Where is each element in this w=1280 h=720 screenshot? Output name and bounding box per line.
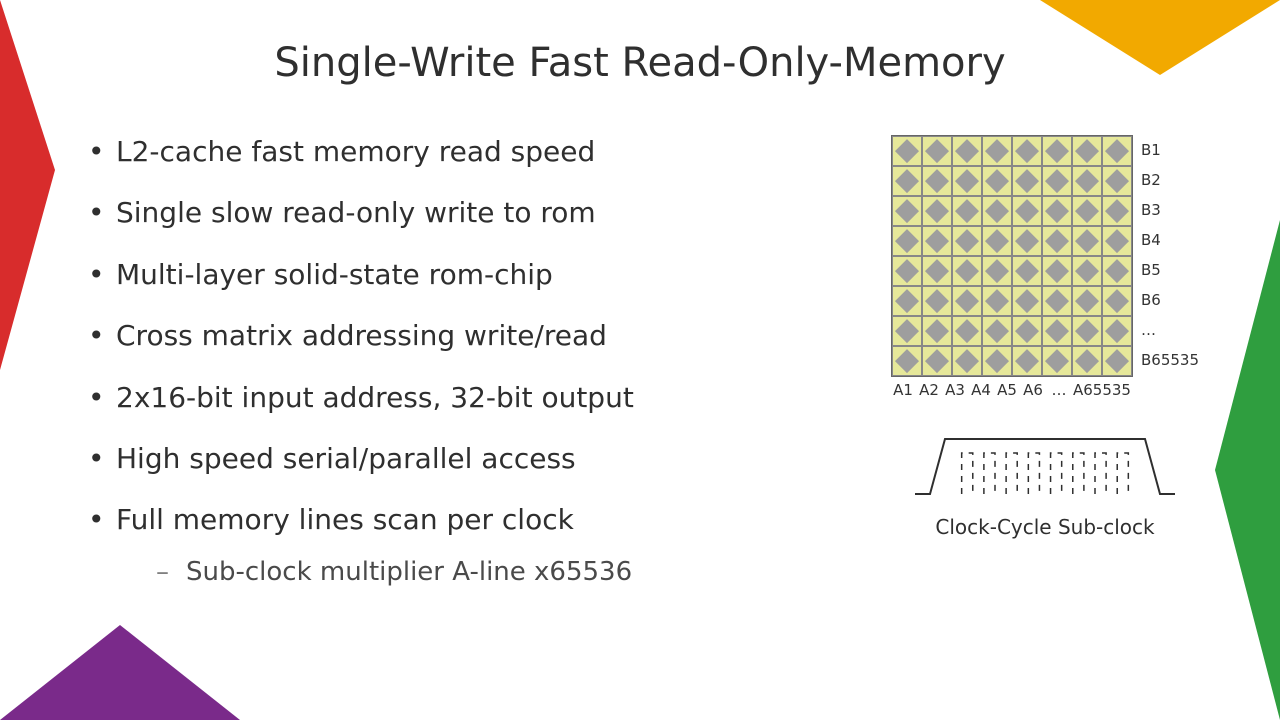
grid-b-labels: B1B2B3B4B5B6…B65535 [1141, 135, 1199, 375]
memory-grid-wrap: A1A2A3A4A5A6…A65535 B1B2B3B4B5B6…B65535 [891, 135, 1199, 399]
slide: Single-Write Fast Read-Only-Memory L2-ca… [0, 0, 1280, 720]
clock-svg [915, 429, 1175, 509]
page-number: 2 [1236, 671, 1250, 696]
memory-grid [891, 135, 1133, 377]
bullet-item: L2-cache fast memory read speed [80, 130, 800, 173]
sub-bullet-item: Sub-clock multiplier A-line x65536 [156, 552, 800, 592]
grid-a-labels: A1A2A3A4A5A6…A65535 [891, 381, 1131, 399]
bullet-item: Single slow read-only write to rom [80, 191, 800, 234]
diagram-column: A1A2A3A4A5A6…A65535 B1B2B3B4B5B6…B65535 … [880, 135, 1210, 539]
corner-triangle-green [1215, 220, 1280, 720]
bullet-item: 2x16-bit input address, 32-bit output [80, 376, 800, 419]
clock-diagram: Clock-Cycle Sub-clock [915, 429, 1175, 539]
bullet-item: Cross matrix addressing write/read [80, 314, 800, 357]
clock-label: Clock-Cycle Sub-clock [915, 515, 1175, 539]
bullet-list: L2-cache fast memory read speed Single sl… [80, 130, 800, 610]
bullet-item: Multi-layer solid-state rom-chip [80, 253, 800, 296]
corner-triangle-purple [0, 625, 240, 720]
slide-title: Single-Write Fast Read-Only-Memory [0, 40, 1280, 86]
bullet-item: High speed serial/parallel access [80, 437, 800, 480]
bullet-item: Full memory lines scan per clockSub-cloc… [80, 498, 800, 592]
